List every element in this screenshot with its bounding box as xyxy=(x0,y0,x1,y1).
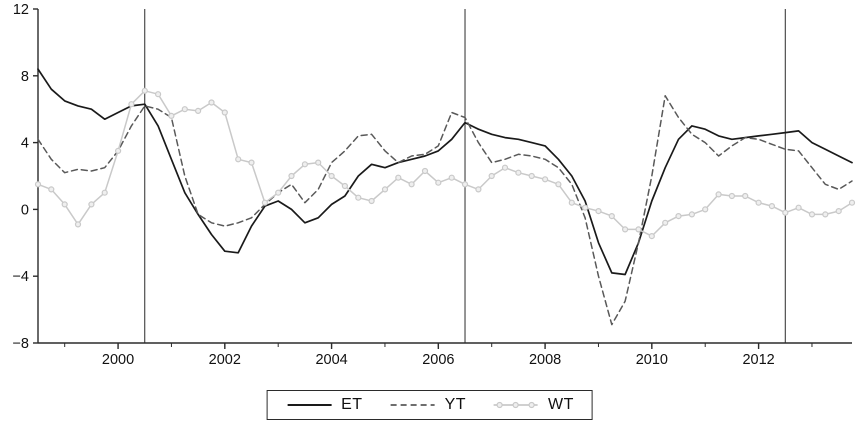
legend-label: WT xyxy=(548,396,574,413)
series-marker xyxy=(822,211,829,218)
series-marker xyxy=(355,194,362,201)
series-marker xyxy=(515,169,522,176)
y-tick-label: 8 xyxy=(21,69,29,85)
series-marker xyxy=(662,219,669,226)
series-marker xyxy=(315,159,322,166)
series-marker xyxy=(155,91,162,98)
series-marker xyxy=(595,208,602,215)
series-yt xyxy=(37,95,853,326)
series-marker xyxy=(621,226,629,233)
series-marker xyxy=(261,199,268,206)
series-marker xyxy=(328,172,335,180)
y-tick-label: 0 xyxy=(21,202,29,218)
series-marker xyxy=(608,213,615,220)
series-marker xyxy=(248,159,255,166)
series-marker xyxy=(48,186,55,193)
series-marker xyxy=(128,101,135,108)
series-marker xyxy=(648,233,655,240)
series-marker xyxy=(675,213,682,220)
series-marker xyxy=(715,191,722,198)
y-tick-label: 12 xyxy=(13,2,29,18)
series-marker xyxy=(488,172,495,180)
series-marker xyxy=(221,109,228,116)
series-marker xyxy=(835,208,842,215)
y-tick-label: 4 xyxy=(21,136,29,152)
series-marker xyxy=(88,201,95,208)
series-marker xyxy=(782,209,789,216)
legend: ET YT WT xyxy=(266,390,593,420)
y-tick-label: −4 xyxy=(12,269,29,285)
y-tick-label: −8 xyxy=(12,336,29,352)
series-marker xyxy=(528,172,535,180)
series-marker xyxy=(848,199,856,206)
series-marker xyxy=(581,204,589,211)
legend-item-et: ET xyxy=(285,396,362,414)
x-tick-label: 2004 xyxy=(315,352,347,368)
series-marker xyxy=(421,167,429,175)
series-marker xyxy=(688,211,696,218)
series-marker xyxy=(275,189,282,196)
line-chart: −8 −4 0 4 8 12 2000 2002 2004 2006 2008 2010 2012 xyxy=(12,2,856,368)
legend-item-wt: WT xyxy=(492,396,574,414)
series-marker xyxy=(568,199,575,206)
legend-item-yt: YT xyxy=(389,396,466,414)
series-marker xyxy=(395,174,402,181)
series-marker xyxy=(288,172,295,180)
series-marker xyxy=(181,106,188,113)
legend-line-sample xyxy=(390,404,435,406)
series-marker xyxy=(555,181,562,188)
series-marker xyxy=(235,156,242,163)
series-marker xyxy=(195,107,202,115)
series-marker xyxy=(381,186,389,193)
series-marker xyxy=(475,186,482,193)
series-marker xyxy=(742,192,749,200)
series-marker xyxy=(702,206,709,213)
series-marker xyxy=(61,201,68,208)
series-marker xyxy=(541,176,549,183)
x-tick-label: 2000 xyxy=(102,352,134,368)
series-marker xyxy=(141,87,148,94)
series-marker xyxy=(168,112,175,120)
series-wt xyxy=(37,90,853,237)
series-marker xyxy=(74,221,82,228)
series-marker xyxy=(768,203,776,210)
legend-line-sample xyxy=(494,401,539,409)
series-marker xyxy=(755,199,762,206)
series-marker xyxy=(34,181,42,188)
series-marker xyxy=(435,179,442,186)
series-marker xyxy=(301,161,308,168)
legend-line-sample xyxy=(287,404,332,406)
series-marker xyxy=(341,182,348,190)
legend-label: YT xyxy=(444,396,467,413)
series-marker xyxy=(448,174,455,181)
series-marker xyxy=(635,226,642,233)
series-marker xyxy=(408,181,415,188)
series-marker xyxy=(795,204,802,211)
series-marker xyxy=(101,189,108,196)
legend-label: ET xyxy=(341,396,363,413)
x-tick-label: 2006 xyxy=(422,352,454,368)
series-et xyxy=(37,68,853,276)
x-tick-label: 2002 xyxy=(209,352,241,368)
series-marker xyxy=(808,211,816,218)
x-tick-label: 2010 xyxy=(636,352,668,368)
x-tick-label: 2008 xyxy=(529,352,561,368)
series-marker xyxy=(728,192,736,200)
series-marker xyxy=(368,197,375,205)
x-tick-label: 2012 xyxy=(742,352,774,368)
series-marker xyxy=(461,181,469,188)
series-marker xyxy=(501,164,509,171)
series-marker xyxy=(208,99,215,106)
series-marker xyxy=(114,147,122,154)
